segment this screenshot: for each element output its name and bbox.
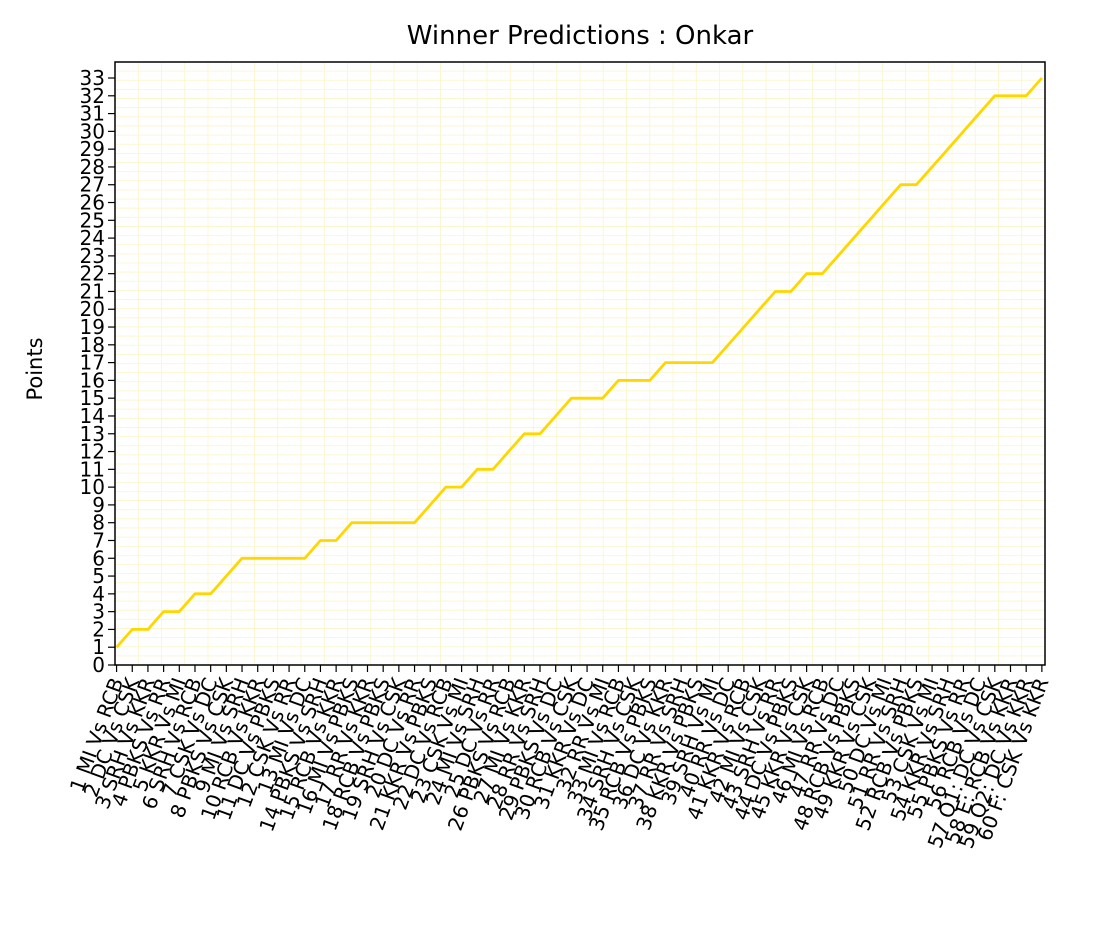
y-tick-label: 4 [92,582,105,606]
y-axis: 0123456789101112131415161718192021222324… [80,66,115,677]
y-tick-label: 12 [80,440,105,464]
y-tick-label: 32 [80,84,105,108]
y-tick-label: 28 [80,155,105,179]
y-tick-label: 2 [92,617,105,641]
y-tick-label: 31 [80,102,105,126]
y-tick-label: 9 [92,493,105,517]
plot-frame [114,61,1046,666]
y-tick-label: 16 [80,368,105,392]
y-tick-label: 13 [80,422,105,446]
y-tick-label: 11 [80,457,105,481]
y-tick-label: 18 [80,333,105,357]
y-tick-label: 24 [80,226,105,250]
y-tick-label: 3 [92,600,105,624]
chart-title: Winner Predictions : Onkar [407,21,754,51]
y-axis-label: Points [23,337,47,400]
y-tick-label: 23 [80,244,105,268]
y-tick-label: 19 [80,315,105,339]
y-tick-label: 1 [92,635,105,659]
y-tick-label: 25 [80,208,105,232]
y-tick-label: 30 [80,119,105,143]
y-tick-label: 22 [80,262,105,286]
series-line-group [115,77,1043,649]
y-tick-label: 21 [80,279,105,303]
y-tick-label: 8 [92,511,105,535]
y-tick-label: 10 [80,475,105,499]
y-tick-label: 26 [80,191,105,215]
y-tick-label: 20 [80,297,105,321]
y-tick-label: 6 [92,546,105,570]
y-tick-label: 15 [80,386,105,410]
y-tick-label: 29 [80,137,105,161]
grid [115,62,1045,665]
y-tick-label: 7 [92,528,105,552]
y-tick-label: 33 [80,66,105,90]
y-tick-label: 0 [92,653,105,677]
y-tick-label: 17 [80,351,105,375]
y-tick-label: 5 [92,564,105,588]
y-tick-label: 14 [80,404,105,428]
y-tick-label: 27 [80,173,105,197]
series-line [115,77,1043,649]
